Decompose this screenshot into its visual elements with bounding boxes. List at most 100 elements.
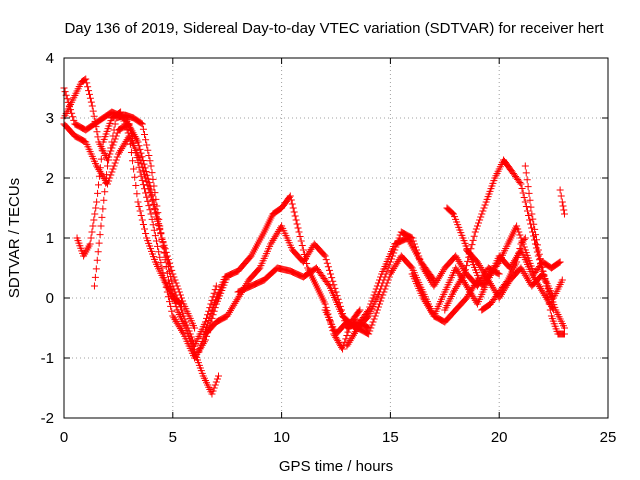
data-point [287, 196, 295, 204]
data-point [87, 98, 95, 106]
data-point [448, 209, 456, 217]
data-point [486, 280, 494, 288]
data-point [454, 256, 462, 264]
data-point [480, 269, 488, 277]
data-point [68, 109, 76, 117]
data-point [92, 204, 100, 212]
data-point [166, 283, 174, 291]
data-point [346, 337, 354, 345]
data-point [145, 179, 153, 187]
data-point [108, 168, 116, 176]
data-point [138, 153, 146, 161]
data-point [520, 236, 528, 243]
data-point [294, 224, 302, 232]
data-point [88, 228, 96, 236]
data-point [378, 282, 386, 290]
data-point [213, 375, 221, 383]
data-point [179, 328, 187, 336]
data-point [119, 143, 127, 151]
data-point [321, 252, 329, 260]
data-point [408, 234, 416, 242]
data-point [135, 203, 143, 210]
data-point [427, 277, 435, 285]
data-point [158, 234, 166, 242]
data-point [520, 269, 528, 277]
data-point [365, 330, 373, 338]
data-point [136, 168, 144, 176]
data-point [144, 146, 152, 154]
data-point [471, 296, 479, 304]
data-point [384, 264, 392, 272]
data-point [424, 303, 432, 311]
data-point [104, 162, 112, 170]
data-point [516, 179, 524, 186]
data-point [345, 338, 353, 346]
data-point [320, 251, 328, 259]
data-point [539, 267, 547, 275]
data-point [453, 254, 461, 262]
data-point [324, 263, 332, 271]
data-point [452, 252, 460, 260]
data-point [374, 303, 382, 311]
data-point [485, 278, 493, 286]
data-point [409, 237, 417, 245]
data-point [525, 189, 533, 197]
data-point [144, 175, 152, 183]
data-point [558, 198, 566, 206]
data-point [423, 271, 431, 279]
data-point [366, 327, 374, 335]
data-point [90, 112, 98, 120]
data-point [89, 222, 97, 230]
data-point [111, 120, 119, 128]
data-point [267, 240, 275, 248]
data-point [534, 246, 542, 254]
data-point [436, 271, 444, 279]
data-point [556, 258, 564, 266]
data-point [173, 319, 181, 327]
data-point [107, 144, 115, 152]
data-point [93, 128, 101, 136]
data-point [476, 262, 484, 270]
data-point [381, 273, 389, 281]
data-point [110, 162, 118, 170]
data-point [83, 79, 91, 87]
data-point [557, 192, 565, 200]
data-point [560, 324, 568, 332]
data-point [234, 294, 242, 302]
data-point [160, 241, 168, 249]
data-point [469, 293, 477, 301]
data-point [481, 201, 489, 209]
data-point [460, 270, 468, 278]
data-point [191, 324, 199, 332]
data-point [150, 200, 158, 208]
y-axis-label: SDTVAR / TECUs [6, 178, 23, 298]
data-point [155, 220, 163, 228]
data-point [419, 294, 427, 302]
data-point [494, 260, 502, 267]
data-point [205, 317, 213, 324]
data-point [117, 146, 125, 154]
data-point [372, 309, 380, 317]
data-point [546, 306, 554, 314]
data-point [131, 173, 139, 181]
series-track-7 [201, 222, 373, 338]
data-point [463, 262, 471, 270]
data-point [286, 192, 294, 200]
data-point [555, 259, 563, 267]
data-point [162, 248, 170, 256]
data-point [515, 249, 523, 257]
data-point [98, 147, 106, 155]
series-track-3 [73, 108, 186, 308]
data-point [364, 323, 372, 331]
data-point [410, 240, 418, 248]
data-point [415, 252, 423, 260]
data-point [479, 267, 487, 275]
data-point [231, 299, 239, 307]
data-point [142, 136, 150, 144]
data-point [304, 251, 312, 259]
data-point [108, 138, 116, 146]
data-point [93, 162, 101, 170]
data-point [113, 153, 121, 161]
data-point [148, 169, 156, 177]
data-point [70, 116, 78, 124]
